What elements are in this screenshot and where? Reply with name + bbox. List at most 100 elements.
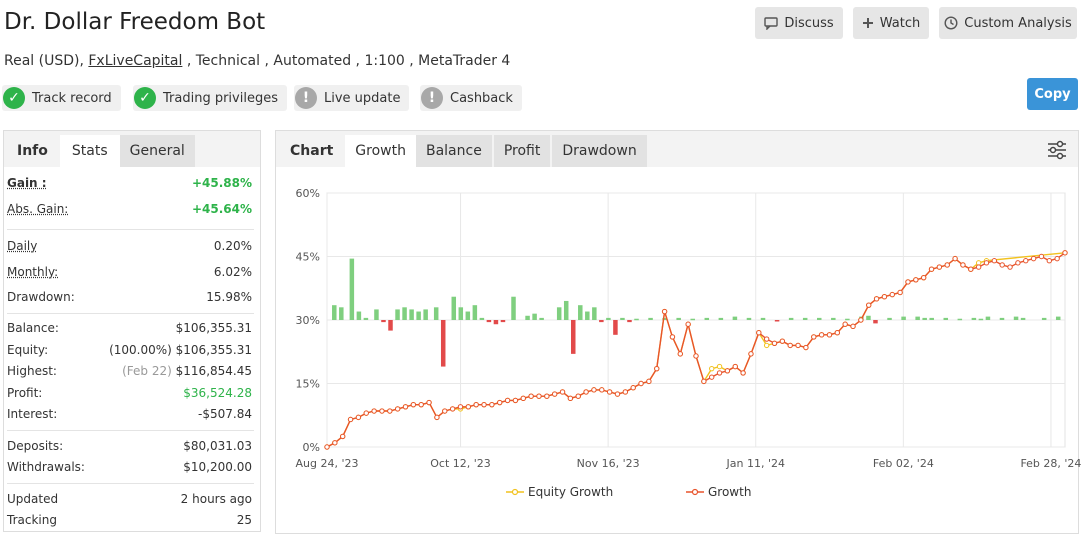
growth-point [913, 277, 919, 283]
chart-bar [802, 317, 808, 320]
growth-point [795, 342, 801, 349]
chart-panel: Chart Growth Balance Profit Drawdown [275, 130, 1079, 534]
chart-bar [978, 318, 984, 321]
tab-chart[interactable]: Chart [290, 143, 334, 159]
growth-point [340, 433, 346, 440]
growth-point [716, 370, 723, 376]
chart-bar [1020, 317, 1026, 320]
chart-bar [817, 317, 822, 320]
chart-settings-icon[interactable] [1046, 139, 1068, 161]
growth-point [614, 391, 621, 397]
growth-point [936, 264, 943, 270]
chart-bar [922, 317, 927, 320]
check-icon: ✓ [3, 87, 25, 109]
tab-drawdown[interactable]: Drawdown [552, 135, 647, 167]
x-tick-label: Feb 02, '24 [873, 457, 934, 470]
badge-label: Track record [32, 90, 112, 106]
badge-live-update[interactable]: ! Live update [294, 85, 410, 111]
plus-icon [862, 18, 873, 28]
y-tick-label: 60% [296, 187, 320, 200]
copy-button[interactable]: Copy [1027, 78, 1078, 110]
clock-icon [944, 16, 958, 30]
legend-growth[interactable]: Growth [686, 485, 751, 499]
chart-bar [493, 320, 499, 325]
growth-point [363, 410, 369, 416]
growth-point [779, 338, 786, 344]
growth-point [599, 387, 605, 393]
stat-label[interactable]: Daily [7, 239, 38, 253]
chart-bar [1055, 316, 1061, 320]
growth-point [481, 401, 487, 408]
growth-point [818, 332, 825, 338]
chart-bar [887, 317, 892, 320]
growth-point [858, 317, 864, 323]
growth-point [512, 397, 519, 404]
chart-bar [662, 317, 667, 320]
legend-equity-growth[interactable]: Equity Growth [506, 485, 613, 499]
stat-label: Balance: [7, 321, 59, 335]
discuss-button[interactable]: Discuss [755, 7, 843, 39]
growth-point [442, 408, 448, 414]
watch-label: Watch [879, 15, 921, 31]
chart-bar [332, 305, 337, 320]
chart-bar [416, 311, 421, 320]
stat-label: Withdrawals: [7, 460, 85, 474]
chart-bar [866, 315, 871, 320]
stat-tracking: Tracking 25 [7, 510, 252, 530]
custom-analysis-button[interactable]: Custom Analysis [939, 7, 1077, 39]
growth-point [661, 308, 668, 315]
chart-bar [613, 320, 618, 335]
tab-general[interactable]: General [119, 135, 195, 167]
chart-bar [451, 296, 457, 320]
stat-label[interactable]: Abs. Gain: [7, 202, 69, 216]
watch-button[interactable]: Watch [853, 7, 929, 39]
chart-bar [539, 317, 544, 320]
chat-icon [764, 16, 779, 30]
chart-bar [479, 317, 485, 320]
chart-bar [901, 316, 906, 320]
broker-link[interactable]: FxLiveCapital [88, 53, 183, 69]
growth-point [842, 321, 848, 327]
chart-bar [458, 307, 464, 320]
stat-value: $10,200.00 [183, 460, 252, 474]
stat-label[interactable]: Gain : [7, 176, 47, 190]
tab-profit[interactable]: Profit [493, 135, 551, 167]
tab-info[interactable]: Info [17, 143, 48, 159]
stat-value: +45.88% [191, 176, 252, 190]
stat-value: 6.02% [213, 265, 252, 279]
growth-point [740, 370, 746, 376]
growth-point [504, 397, 511, 404]
tab-balance[interactable]: Balance [415, 135, 492, 167]
stat-value: 0.20% [213, 239, 252, 253]
stat-value: $36,524.28 [183, 386, 252, 400]
x-tick-label: Jan 11, '24 [726, 457, 785, 470]
custom-analysis-label: Custom Analysis [964, 15, 1072, 31]
chart-bar [374, 309, 379, 320]
growth-point [449, 406, 456, 412]
discuss-label: Discuss [784, 15, 834, 31]
chart-bar [556, 307, 562, 320]
chart-bar [402, 307, 407, 320]
legend-growth-marker [686, 488, 704, 496]
growth-point [724, 368, 731, 374]
stat-abs-gain: Abs. Gain: +45.64% [7, 199, 252, 219]
badge-label: Live update [324, 90, 401, 106]
tab-stats[interactable]: Stats [59, 135, 120, 167]
chart-bar [690, 318, 695, 321]
chart-bar [423, 309, 428, 320]
legend-equity-marker [506, 488, 524, 496]
chart-bar [409, 309, 414, 320]
growth-point [944, 262, 950, 268]
growth-point [693, 353, 699, 359]
growth-point [1007, 264, 1013, 270]
stat-value: $106,355.31 [175, 321, 252, 335]
growth-point [701, 378, 707, 385]
badge-cashback[interactable]: ! Cashback [420, 85, 522, 111]
chart-bar [943, 317, 949, 320]
badge-track-record: ✓ Track record [2, 85, 121, 111]
stat-label[interactable]: Monthly: [7, 265, 59, 279]
tab-growth[interactable]: Growth [345, 135, 416, 167]
stat-label: Equity: [7, 343, 49, 357]
growth-point [897, 289, 903, 296]
growth-point [756, 330, 762, 336]
